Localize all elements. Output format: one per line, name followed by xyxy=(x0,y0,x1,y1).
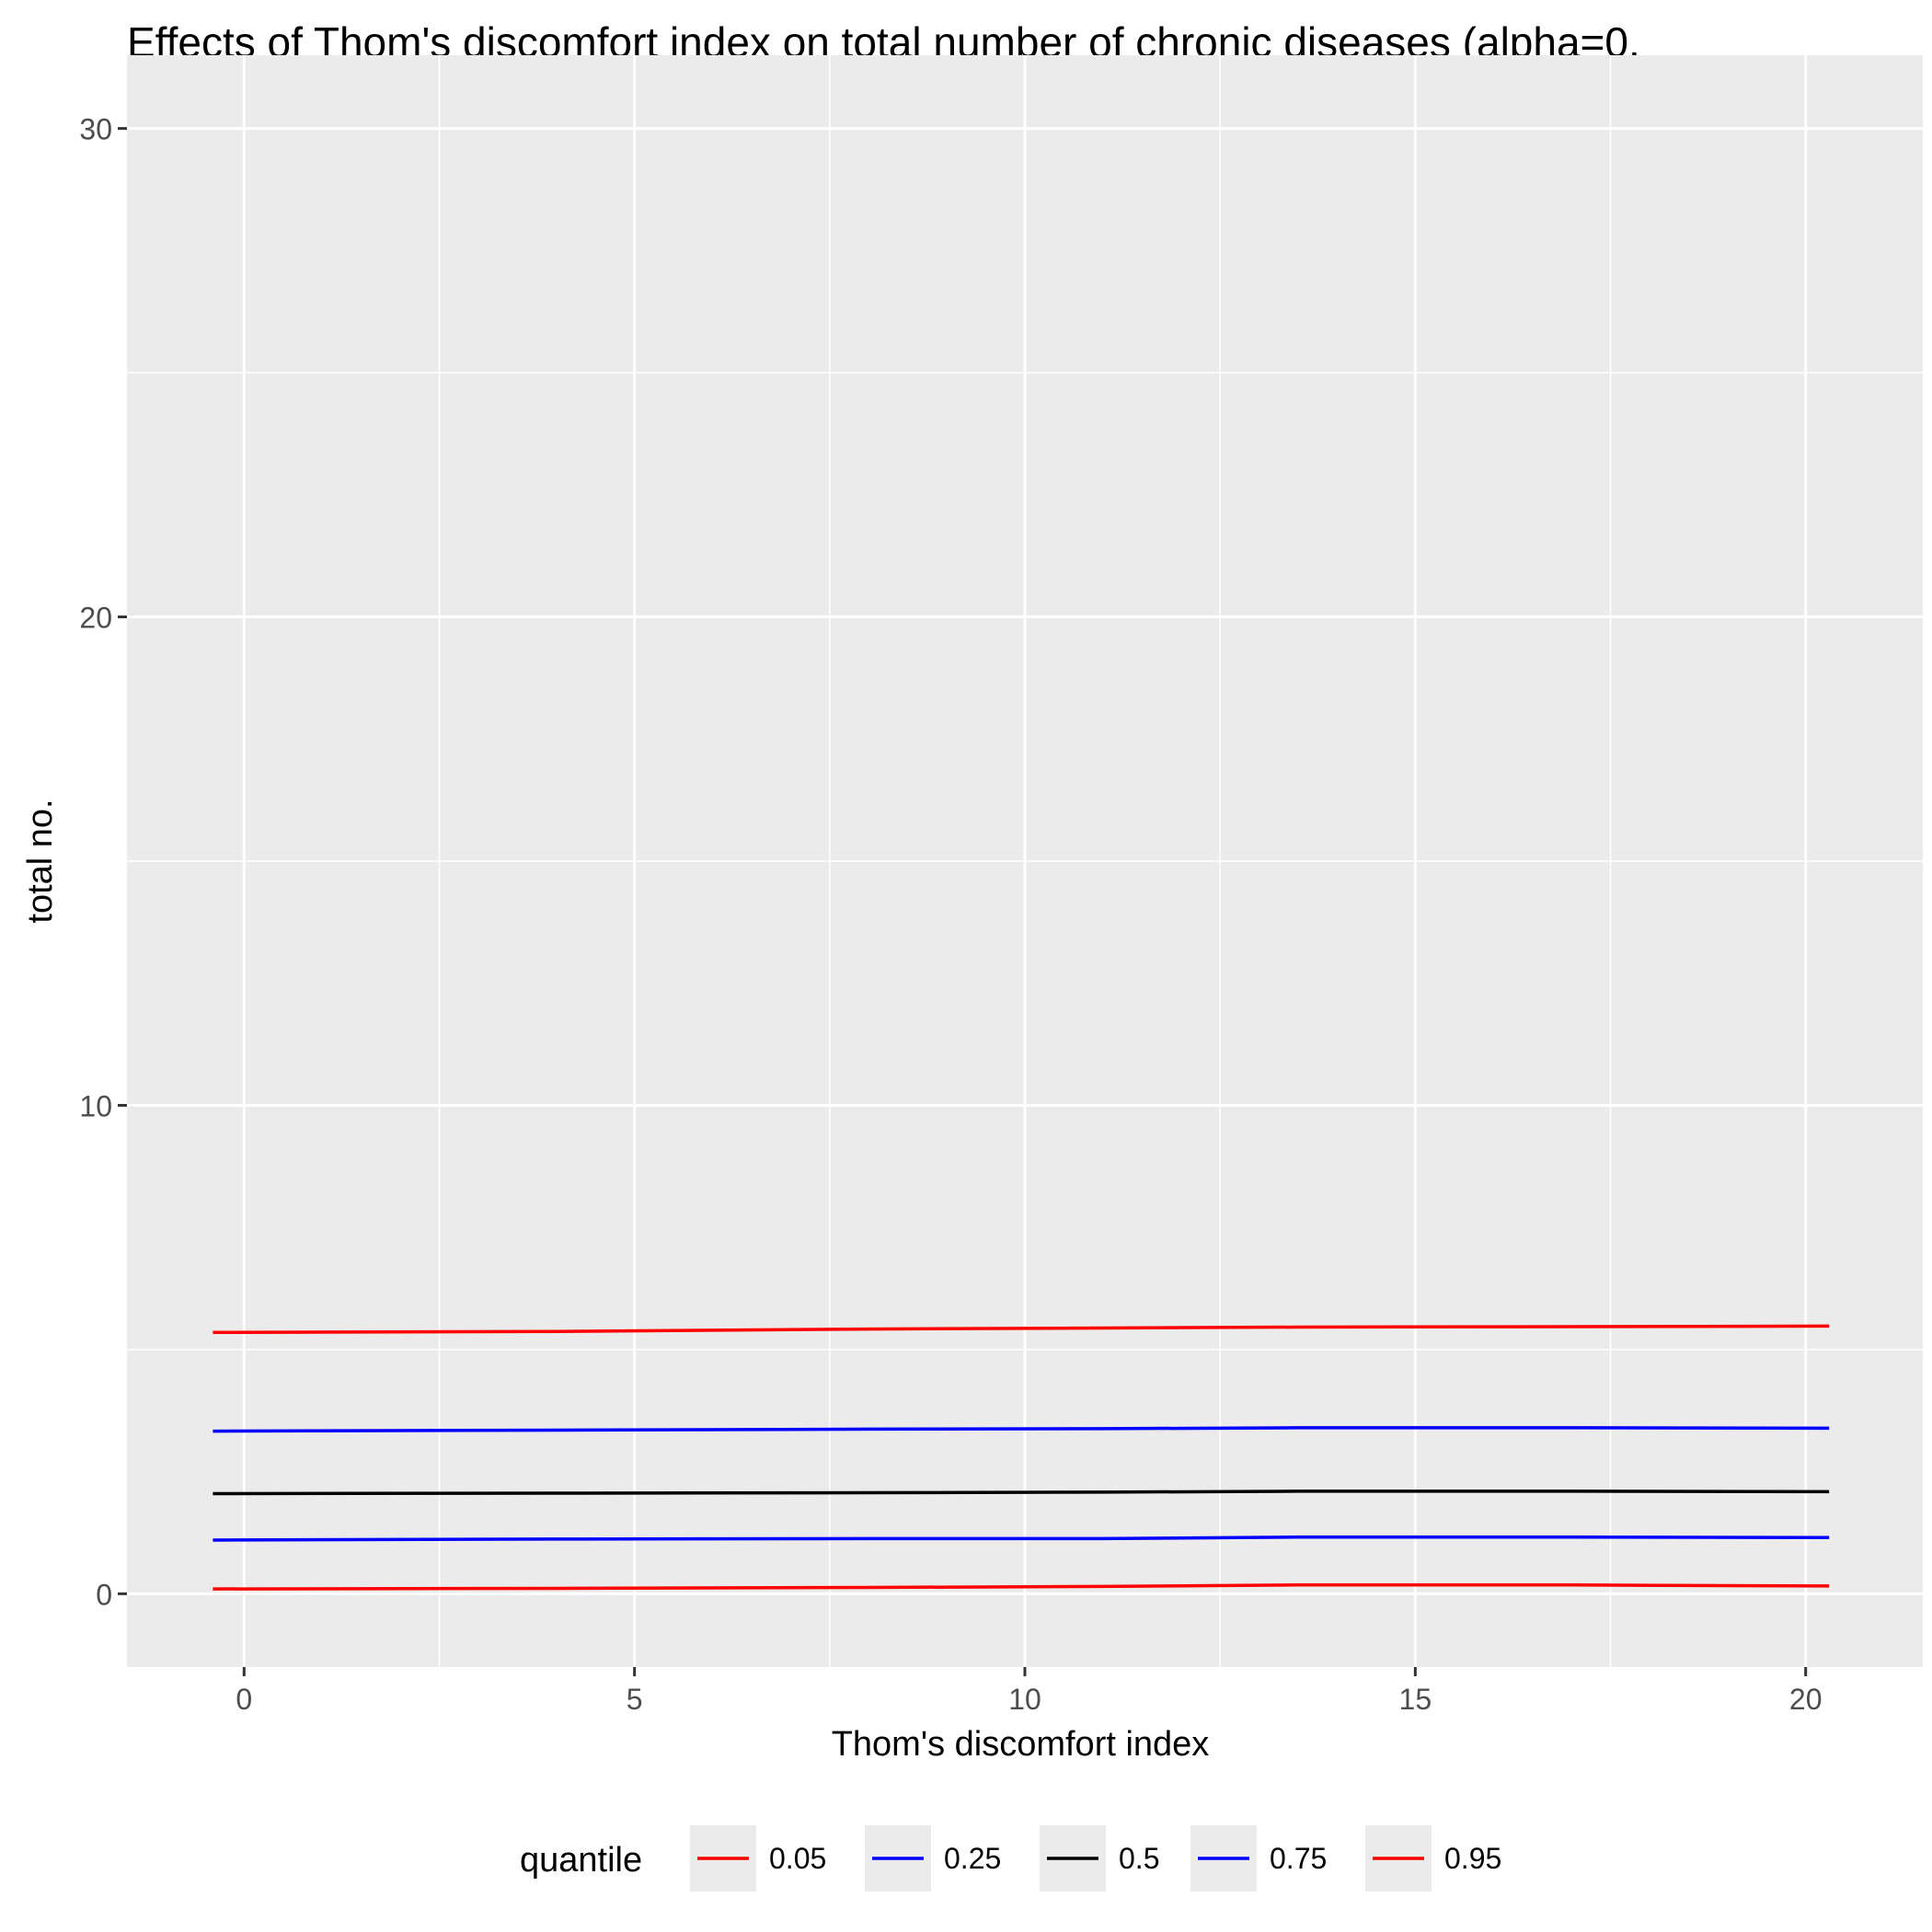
y-tick-label: 20 xyxy=(79,602,112,635)
x-axis: 0 5 10 15 20 xyxy=(236,1667,1822,1716)
series-lines xyxy=(213,1324,1830,1591)
x-tick-label: 20 xyxy=(1789,1683,1823,1716)
series-line-0.05 xyxy=(213,1583,1830,1591)
series-line-0.25 xyxy=(213,1535,1830,1542)
y-tick-label: 30 xyxy=(79,113,112,146)
x-tick-label: 15 xyxy=(1399,1683,1432,1716)
legend-label: 0.75 xyxy=(1270,1842,1327,1875)
legend: quantile 0.05 0.25 0.5 0.75 0.95 xyxy=(520,1825,1501,1892)
legend-title: quantile xyxy=(520,1841,642,1880)
legend-label: 0.25 xyxy=(944,1842,1001,1875)
x-tick-label: 10 xyxy=(1008,1683,1041,1716)
y-axis-label: total no. xyxy=(21,799,60,923)
y-axis: 0 10 20 30 xyxy=(79,113,127,1611)
legend-label: 0.95 xyxy=(1444,1842,1501,1875)
series-line-0.5 xyxy=(213,1489,1830,1496)
grid-major xyxy=(127,55,1923,1667)
legend-label: 0.05 xyxy=(769,1842,826,1875)
y-tick-label: 0 xyxy=(96,1578,112,1611)
legend-label: 0.5 xyxy=(1119,1842,1159,1875)
x-axis-label: Thom's discomfort index xyxy=(832,1725,1210,1764)
y-tick-label: 10 xyxy=(79,1089,112,1122)
series-line-0.75 xyxy=(213,1426,1830,1433)
legend-items: 0.05 0.25 0.5 0.75 0.95 xyxy=(690,1825,1501,1892)
x-tick-label: 5 xyxy=(627,1683,643,1716)
x-tick-label: 0 xyxy=(236,1683,252,1716)
series-line-0.95 xyxy=(213,1324,1830,1335)
